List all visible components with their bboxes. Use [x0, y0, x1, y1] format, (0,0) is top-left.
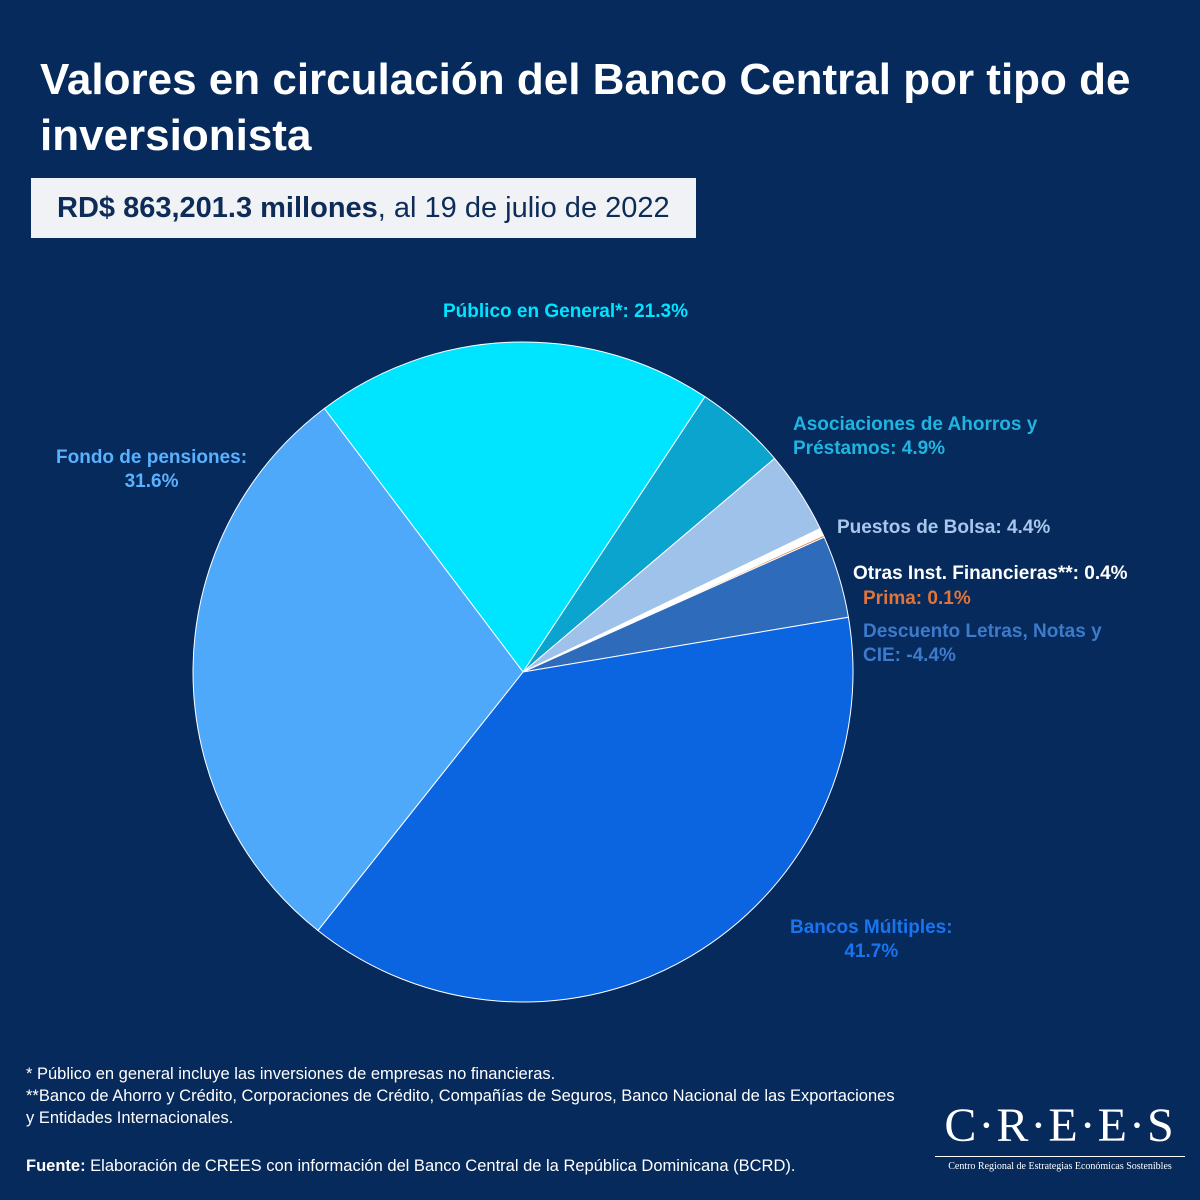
- label-asociaciones-ahorros: Asociaciones de Ahorros y Préstamos: 4.9…: [793, 414, 1038, 459]
- pie-slice-publico-en-general: [323, 341, 706, 673]
- logo-wordmark: C·R·E·E·S: [944, 1099, 1176, 1152]
- crees-logo: C·R·E·E·S Centro Regional de Estrategias…: [935, 1098, 1185, 1172]
- label-prima: Prima: 0.1%: [863, 588, 971, 609]
- footnotes: * Público en general incluye las inversi…: [26, 1063, 906, 1129]
- label-otras-inst-financieras: Otras Inst. Financieras**: 0.4%: [853, 563, 1128, 584]
- chart-subtitle-box: RD$ 863,201.3 millones, al 19 de julio d…: [31, 178, 696, 238]
- subtitle-date: , al 19 de julio de 2022: [377, 191, 670, 224]
- label-puestos-de-bolsa: Puestos de Bolsa: 4.4%: [837, 517, 1051, 538]
- logo-divider: [935, 1156, 1185, 1157]
- pie-slice-fondo-de-pensiones: [192, 407, 524, 932]
- footnote-1: * Público en general incluye las inversi…: [26, 1065, 556, 1083]
- subtitle-amount: RD$ 863,201.3 millones: [57, 191, 378, 224]
- label-publico-en-general: Público en General*: 21.3%: [443, 301, 688, 322]
- logo-subtitle: Centro Regional de Estrategias Económica…: [948, 1161, 1172, 1172]
- label-bancos-multiples: Bancos Múltiples: 41.7%: [790, 917, 953, 962]
- chart-title: Valores en circulación del Banco Central…: [40, 55, 1131, 160]
- source-label: Fuente:: [26, 1157, 86, 1175]
- source-line: Fuente: Elaboración de CREES con informa…: [26, 1155, 795, 1177]
- label-descuento-letras: Descuento Letras, Notas y CIE: -4.4%: [863, 621, 1102, 666]
- label-fondo-de-pensiones: Fondo de pensiones: 31.6%: [56, 447, 248, 492]
- footnote-2: **Banco de Ahorro y Crédito, Corporacion…: [26, 1087, 895, 1127]
- source-text: Elaboración de CREES con información del…: [85, 1157, 796, 1175]
- pie-slice-bancos-multiples: [317, 616, 854, 1003]
